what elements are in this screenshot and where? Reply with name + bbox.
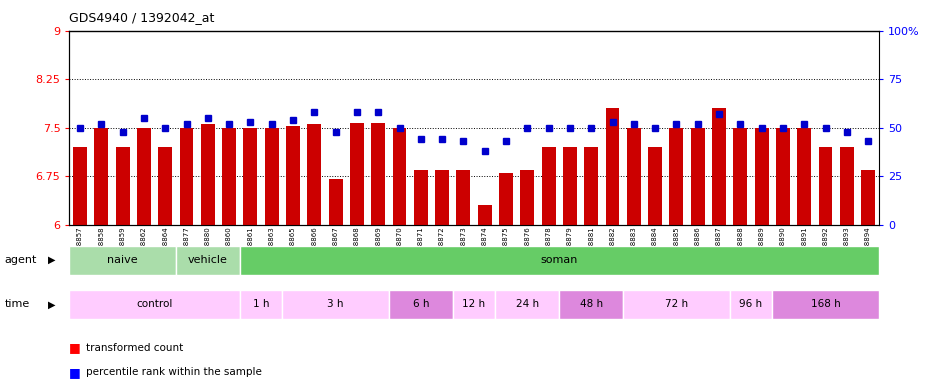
Text: ▶: ▶ (48, 255, 55, 265)
Bar (307, 124, 321, 225)
Text: agent: agent (5, 255, 37, 265)
Text: 48 h: 48 h (580, 299, 603, 310)
Bar (819, 147, 832, 225)
Bar (69, 290, 240, 319)
Bar (392, 128, 406, 225)
Bar (797, 128, 811, 225)
Bar (606, 108, 620, 225)
Bar (496, 290, 560, 319)
Bar (137, 128, 151, 225)
Bar (413, 170, 427, 225)
Bar (452, 290, 496, 319)
Bar (627, 128, 641, 225)
Bar (861, 170, 875, 225)
Bar (457, 170, 470, 225)
Bar (521, 170, 535, 225)
Text: 24 h: 24 h (516, 299, 539, 310)
Bar (179, 128, 193, 225)
Bar (840, 147, 854, 225)
Text: 6 h: 6 h (413, 299, 429, 310)
Text: 1 h: 1 h (253, 299, 269, 310)
Bar (772, 290, 879, 319)
Bar (623, 290, 730, 319)
Text: 12 h: 12 h (462, 299, 486, 310)
Text: transformed count: transformed count (86, 343, 183, 353)
Text: soman: soman (540, 255, 578, 265)
Bar (350, 122, 364, 225)
Text: percentile rank within the sample: percentile rank within the sample (86, 367, 262, 377)
Text: vehicle: vehicle (188, 255, 228, 265)
Bar (265, 128, 278, 225)
Bar (435, 170, 449, 225)
Bar (560, 290, 623, 319)
Text: GDS4940 / 1392042_at: GDS4940 / 1392042_at (69, 12, 215, 25)
Bar (222, 128, 236, 225)
Bar (730, 290, 772, 319)
Text: naive: naive (107, 255, 138, 265)
Bar (563, 147, 577, 225)
Text: ■: ■ (69, 341, 81, 354)
Bar (755, 128, 769, 225)
Bar (176, 246, 240, 275)
Bar (388, 290, 452, 319)
Bar (286, 126, 300, 225)
Bar (585, 147, 598, 225)
Bar (243, 128, 257, 225)
Text: 3 h: 3 h (327, 299, 344, 310)
Bar (371, 122, 385, 225)
Bar (776, 128, 790, 225)
Bar (240, 290, 282, 319)
Bar (282, 290, 388, 319)
Bar (670, 128, 684, 225)
Bar (500, 173, 513, 225)
Bar (328, 179, 342, 225)
Text: 72 h: 72 h (665, 299, 688, 310)
Text: ■: ■ (69, 366, 81, 379)
Bar (648, 147, 662, 225)
Bar (69, 246, 176, 275)
Text: ▶: ▶ (48, 299, 55, 310)
Bar (73, 147, 87, 225)
Text: control: control (136, 299, 173, 310)
Bar (734, 128, 747, 225)
Bar (542, 147, 556, 225)
Text: 96 h: 96 h (739, 299, 762, 310)
Bar (201, 124, 215, 225)
Bar (94, 128, 108, 225)
Text: time: time (5, 299, 30, 310)
Bar (116, 147, 130, 225)
Text: 168 h: 168 h (810, 299, 841, 310)
Bar (478, 205, 491, 225)
Bar (712, 108, 726, 225)
Bar (158, 147, 172, 225)
Bar (240, 246, 879, 275)
Bar (691, 128, 705, 225)
